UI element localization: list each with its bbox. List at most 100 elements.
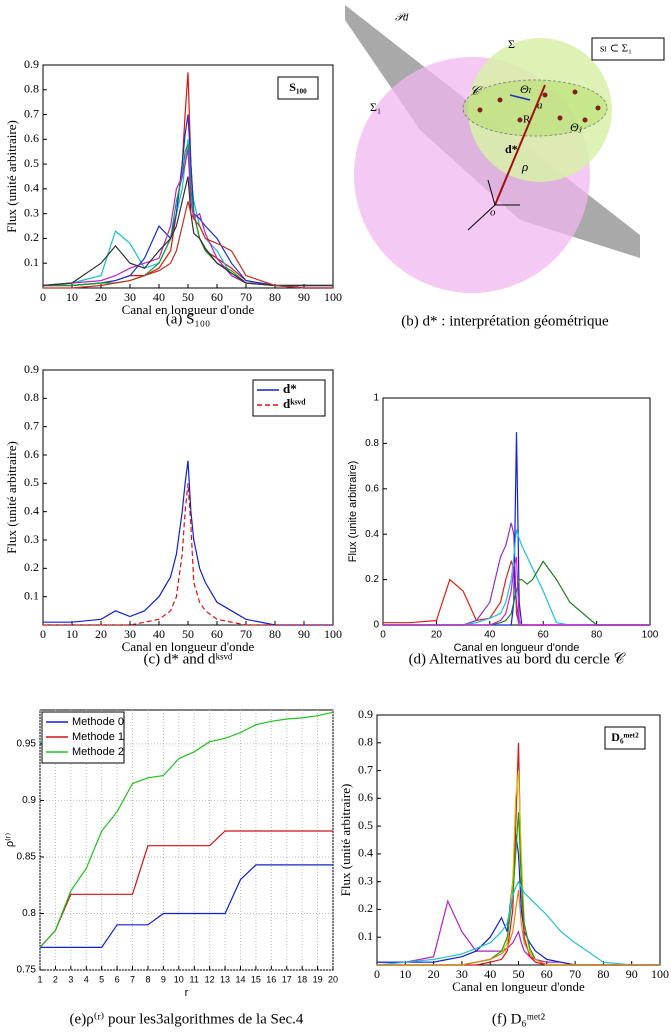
legend-label: Methode 0 — [72, 716, 124, 728]
x-tick-label: 100 — [642, 630, 659, 641]
y-tick-label: 0.5 — [358, 818, 373, 832]
chart: 0 10 20 30 40 50 60 70 80 90 100 0.1 0.2 0.3 0.4 0.5 0.6… — [4, 362, 342, 668]
y-tick-label: 1 — [373, 393, 379, 404]
x-axis-label: Canal en longueur d'onde — [122, 639, 255, 654]
caption: (b) d* : interprétation géométrique — [401, 313, 609, 329]
y-tick-label: 0.3 — [358, 873, 373, 887]
x-tick-label: 70 — [240, 290, 252, 304]
series-line — [43, 114, 333, 289]
x-tick-label: 0 — [40, 627, 46, 641]
vector — [509, 94, 531, 101]
label: Σ — [508, 37, 515, 51]
label: d* — [505, 142, 518, 156]
series-line — [39, 830, 333, 948]
caption: (f) D₆ᵐᵉᵗ² — [492, 1011, 546, 1027]
annotation: D₆ᵐᵉᵗ² — [611, 730, 639, 744]
diagram-legend-box — [591, 37, 665, 61]
y-tick-label: 0.7 — [24, 418, 39, 432]
axis — [467, 204, 496, 231]
x-tick-label: 17 — [282, 974, 292, 984]
series-line — [42, 149, 333, 287]
chart: 0 10 20 30 40 50 60 70 80 90 100 0.1 0.2 0.3 0.4 0.5 0.6… — [4, 57, 342, 328]
x-tick-label: 5 — [99, 974, 104, 984]
legend-label: Methode 1 — [72, 731, 124, 743]
x-tick-label: 80 — [597, 967, 609, 981]
legend-label: dᵏˢᵛᵈ — [283, 396, 306, 411]
series-line — [40, 864, 333, 948]
y-tick-label: 0.1 — [24, 588, 39, 602]
chart: 0 10 20 30 40 50 60 70 80 90 100 0.1 0.2 0.3 0.4 0.5 0.6… — [338, 707, 669, 1028]
label: a — [537, 100, 543, 112]
y-tick-label: 0.2 — [365, 574, 379, 585]
x-tick-label: 80 — [269, 290, 281, 304]
series-line — [376, 880, 660, 966]
series-line — [43, 483, 333, 626]
x-tick-label: 70 — [240, 627, 252, 641]
x-tick-label: 0 — [40, 290, 46, 304]
x-tick-label: 70 — [569, 967, 581, 981]
x-axis-label: Canal en longueur d'onde — [452, 979, 585, 994]
y-axis-label: ρ⁽ʳ⁾ — [4, 833, 16, 848]
y-tick-label: 0.6 — [365, 483, 379, 494]
annotation-box — [277, 76, 319, 100]
x-tick-label: 20 — [95, 290, 107, 304]
x-tick-label: 30 — [124, 290, 136, 304]
x-tick-label: 14 — [235, 974, 245, 984]
diagram-legend: sₗ ⊂ Σ₁ — [600, 43, 632, 55]
x-tick-label: 20 — [428, 967, 440, 981]
y-tick-label: 0.4 — [358, 846, 373, 860]
legend-label: Methode 2 — [72, 746, 124, 758]
x-tick-label: 60 — [541, 967, 553, 981]
annotation-box — [604, 726, 646, 750]
x-tick-label: 90 — [626, 967, 638, 981]
x-tick-label: 60 — [211, 627, 223, 641]
x-tick-label: 40 — [153, 627, 165, 641]
y-tick-label: 0.95 — [17, 739, 37, 750]
y-tick-label: 0.3 — [24, 205, 39, 219]
x-tick-label: 11 — [190, 974, 199, 984]
label: Σ₁ — [370, 100, 381, 114]
x-tick-label: 30 — [456, 967, 468, 981]
x-tick-label: 20 — [431, 630, 443, 641]
x-tick-label: 8 — [145, 974, 150, 984]
series-line — [377, 889, 660, 966]
x-tick-label: 12 — [205, 974, 215, 984]
caption: (c) d* and dᵏˢᵛᵈ — [143, 651, 232, 667]
chart: 0 20 40 60 80 100 0 0.2 0.4 0.6 0.8 1 Canal en longu… — [347, 393, 659, 668]
label: Θⱼ — [570, 120, 583, 134]
points — [477, 89, 601, 123]
y-tick-label: 0.9 — [22, 795, 36, 806]
caption: (d) Alternatives au bord du cercle 𝒞 — [409, 651, 627, 667]
y-tick-label: 0.1 — [358, 929, 373, 943]
series-line — [377, 834, 660, 966]
caption: (a) S₁₀₀ — [166, 311, 210, 327]
x-tick-label: 40 — [484, 630, 496, 641]
x-tick-label: 20 — [95, 627, 107, 641]
x-tick-label: 100 — [651, 967, 669, 981]
annotation: S₁₀₀ — [289, 80, 307, 94]
y-tick-label: 0.9 — [24, 57, 39, 71]
y-tick-label: 0 — [373, 620, 379, 631]
x-tick-label: 90 — [298, 627, 310, 641]
y-tick-label: 0.8 — [24, 390, 39, 404]
y-tick-label: 0.1 — [24, 255, 39, 269]
label: o — [490, 207, 496, 219]
label: ρ — [521, 159, 528, 174]
x-tick-label: 50 — [182, 290, 194, 304]
y-tick-label: 0.3 — [24, 532, 39, 546]
series-line — [42, 176, 333, 287]
x-tick-label: 0 — [380, 630, 386, 641]
x-tick-label: 0 — [374, 967, 380, 981]
x-tick-label: 9 — [161, 974, 166, 984]
y-tick-label: 0.85 — [17, 852, 37, 863]
x-tick-label: 2 — [53, 974, 58, 984]
x-tick-label: 10 — [174, 974, 184, 984]
x-axis-label: Canal en longueur d'onde — [454, 642, 580, 654]
y-axis-label: Flux (unité arbitraire) — [338, 784, 353, 897]
series-line — [43, 201, 333, 289]
y-tick-label: 0.8 — [24, 82, 39, 96]
series-line — [383, 556, 650, 626]
y-tick-label: 0.2 — [24, 230, 39, 244]
y-tick-label: 0.8 — [365, 438, 379, 449]
